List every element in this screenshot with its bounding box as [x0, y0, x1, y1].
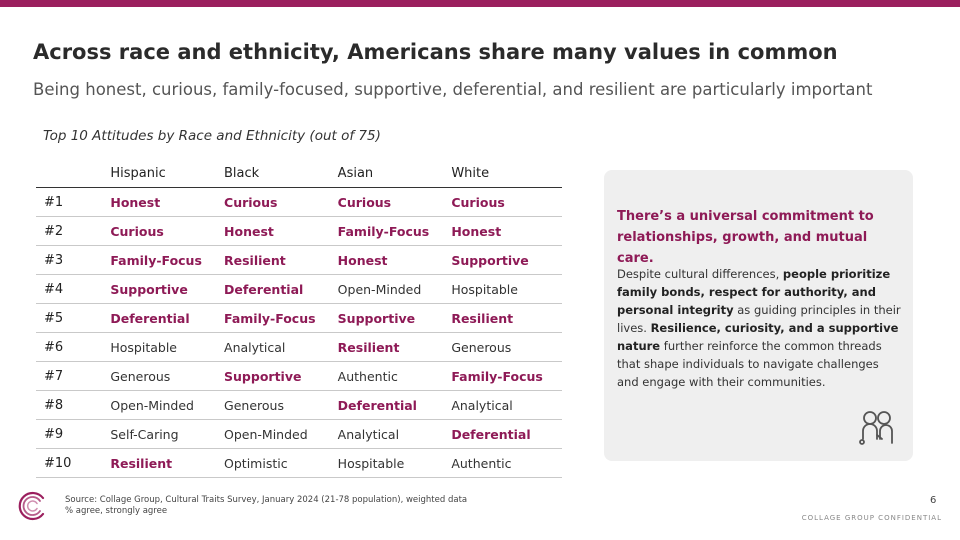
rank-cell: #7 — [36, 361, 108, 391]
table-row: #5 Deferential Family-Focus Supportive Resil… — [36, 303, 562, 333]
body-emphasis: Resilience, curiosity, and a supportive … — [617, 321, 899, 353]
column-header: White — [448, 160, 562, 188]
rank-cell: #4 — [36, 274, 108, 304]
column-header: Hispanic — [107, 160, 222, 188]
insight-body: Despite cultural differences, people pri… — [617, 265, 902, 391]
attitude-cell: Generous — [107, 361, 222, 391]
attitude-cell: Curious — [334, 187, 449, 217]
body-text: as guiding principles in their lives. — [617, 303, 901, 335]
table-row: #10 Resilient Optimistic Hospitable Authenti… — [36, 448, 562, 478]
table-header-row: Hispanic Black Asian White — [36, 160, 562, 188]
page-number: 6 — [930, 495, 937, 506]
people-icon — [859, 411, 893, 445]
rank-cell: #10 — [36, 448, 108, 478]
attitude-cell: Resilient — [221, 245, 335, 275]
body-text: Despite cultural differences, — [617, 267, 783, 281]
source-line: Source: Collage Group, Cultural Traits S… — [65, 495, 468, 505]
collage-logo-icon — [18, 491, 45, 521]
body-emphasis: people prioritize family bonds, respect … — [617, 267, 891, 317]
attitude-cell: Hospitable — [107, 332, 222, 362]
attitude-cell: Supportive — [221, 361, 335, 391]
rank-cell: #3 — [36, 245, 108, 275]
column-header: Black — [221, 160, 335, 188]
attitude-cell: Curious — [448, 187, 562, 217]
top-accent-bar — [0, 0, 960, 7]
table-row: #7 Generous Supportive Authentic Family-Focu… — [36, 361, 562, 391]
rank-cell: #1 — [36, 187, 108, 217]
attitude-cell: Supportive — [448, 245, 562, 275]
attitude-cell: Honest — [448, 216, 562, 246]
attitude-cell: Generous — [448, 332, 562, 362]
attitude-cell: Authentic — [448, 448, 562, 478]
attitude-cell: Honest — [221, 216, 335, 246]
insight-panel: There’s a universal commitment to relati… — [604, 170, 913, 461]
table-row: #1 Honest Curious Curious Curious — [36, 187, 562, 217]
attitude-cell: Supportive — [107, 274, 222, 304]
attitude-cell: Analytical — [334, 419, 449, 449]
rank-cell: #6 — [36, 332, 108, 362]
attitude-cell: Analytical — [448, 390, 562, 420]
attitude-cell: Family-Focus — [448, 361, 562, 391]
attitude-cell: Generous — [221, 390, 335, 420]
attitude-cell: Analytical — [221, 332, 335, 362]
attitude-cell: Supportive — [334, 303, 449, 333]
table-row: #6 Hospitable Analytical Resilient Generous — [36, 332, 562, 362]
attitude-cell: Deferential — [107, 303, 222, 333]
attitude-cell: Self-Caring — [107, 419, 222, 449]
attitude-cell: Hospitable — [334, 448, 449, 478]
confidential-label: COLLAGE GROUP CONFIDENTIAL — [801, 514, 942, 522]
attitude-cell: Open-Minded — [221, 419, 335, 449]
attitude-cell: Resilient — [334, 332, 449, 362]
page-subtitle: Being honest, curious, family-focused, s… — [33, 80, 873, 99]
attitudes-table: Hispanic Black Asian White #1 Honest Curio… — [36, 160, 562, 478]
attitude-cell: Deferential — [221, 274, 335, 304]
attitude-cell: Deferential — [448, 419, 562, 449]
body-text: further reinforce the common threads tha… — [617, 339, 882, 389]
attitude-cell: Resilient — [448, 303, 562, 333]
attitude-cell: Curious — [107, 216, 222, 246]
column-header: Asian — [334, 160, 449, 188]
attitude-cell: Curious — [221, 187, 335, 217]
page-title: Across race and ethnicity, Americans sha… — [33, 40, 838, 64]
attitude-cell: Open-Minded — [107, 390, 222, 420]
attitude-cell: Honest — [334, 245, 449, 275]
attitude-cell: Hospitable — [448, 274, 562, 304]
attitude-cell: Honest — [107, 187, 222, 217]
attitude-cell: Optimistic — [221, 448, 335, 478]
rank-cell: #2 — [36, 216, 108, 246]
table-row: #4 Supportive Deferential Open-Minded Hospit… — [36, 274, 562, 304]
table-row: #3 Family-Focus Resilient Honest Supportive — [36, 245, 562, 275]
attitude-cell: Family-Focus — [107, 245, 222, 275]
attitude-cell: Open-Minded — [334, 274, 449, 304]
table-caption: Top 10 Attitudes by Race and Ethnicity (… — [43, 128, 381, 144]
column-header — [36, 160, 108, 188]
attitude-cell: Resilient — [107, 448, 222, 478]
attitude-cell: Family-Focus — [221, 303, 335, 333]
rank-cell: #5 — [36, 303, 108, 333]
rank-cell: #8 — [36, 390, 108, 420]
attitude-cell: Family-Focus — [334, 216, 449, 246]
table-row: #8 Open-Minded Generous Deferential Analytic… — [36, 390, 562, 420]
rank-cell: #9 — [36, 419, 108, 449]
attitude-cell: Authentic — [334, 361, 449, 391]
attitude-cell: Deferential — [334, 390, 449, 420]
source-line: % agree, strongly agree — [65, 506, 168, 516]
table-row: #9 Self-Caring Open-Minded Analytical Defere… — [36, 419, 562, 449]
insight-headline: There’s a universal commitment to relati… — [617, 209, 874, 266]
table-row: #2 Curious Honest Family-Focus Honest — [36, 216, 562, 246]
table-body: #1 Honest Curious Curious Curious #2 Curious Ho… — [36, 187, 562, 478]
source-note: Source: Collage Group, Cultural Traits S… — [65, 495, 467, 517]
